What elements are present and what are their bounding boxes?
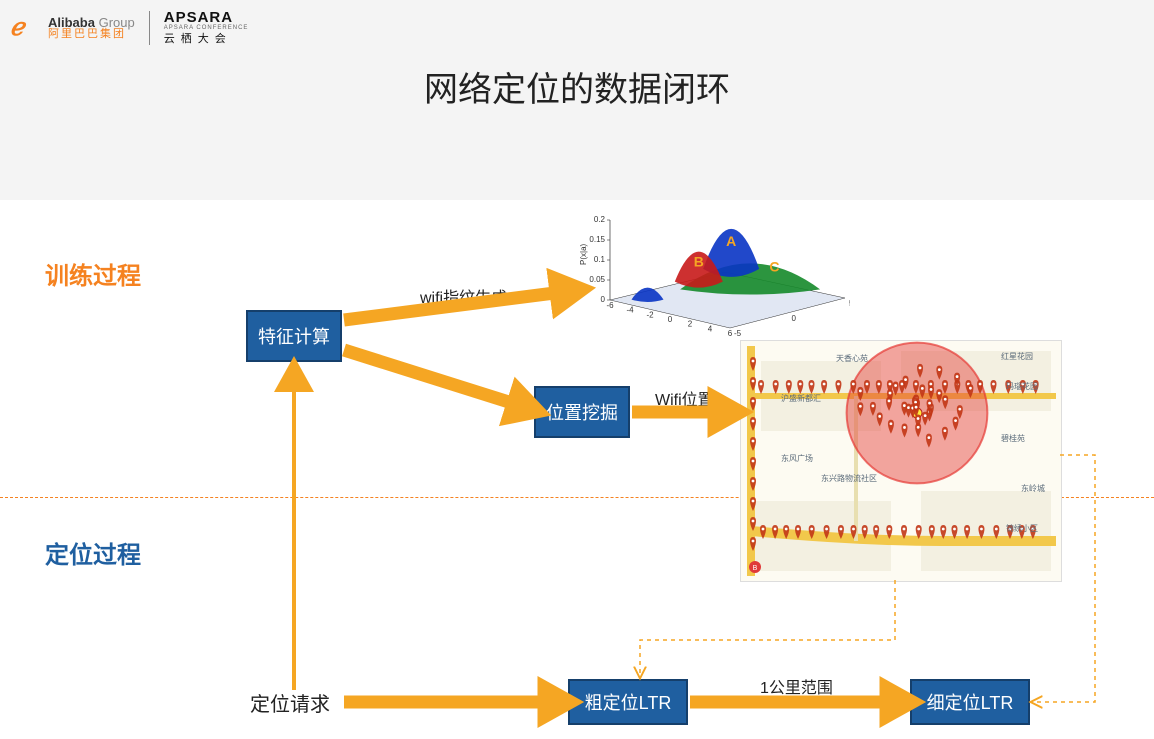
alibaba-logo-cn: 阿里巴巴集团 [48,29,135,40]
svg-text:天香心苑: 天香心苑 [836,353,868,363]
svg-text:5: 5 [849,299,850,308]
svg-text:-2: -2 [646,310,654,319]
node-location-mine: 位置挖掘 [534,386,630,438]
alibaba-smile-icon: ℯ [10,14,42,42]
surface-plot: 0 0.05 0.1 0.15 0.2 P(x|a) -6 -4 -2 0 2 4 6-5 0 5 A B C [580,210,850,338]
svg-text:东风广场: 东风广场 [781,453,813,463]
logo-separator [149,11,150,45]
label-wifi-fingerprint: wifi指纹生成 [420,284,507,308]
svg-text:P(x|a): P(x|a) [580,243,588,265]
node-coarse-ltr: 粗定位LTR [568,679,688,725]
label-one-km-range: 1公里范围 [760,674,833,698]
svg-text:0.1: 0.1 [594,255,606,264]
arrow-map-to-coarse [640,580,895,677]
svg-text:B: B [694,253,704,269]
alibaba-logo: ℯ Alibaba Group 阿里巴巴集团 [10,14,135,42]
svg-text:4: 4 [708,324,713,333]
svg-text:-5: -5 [734,329,742,338]
apsara-logo-cn: 云栖大会 [164,34,249,45]
svg-text:B: B [753,565,758,572]
apsara-logo: APSARA APSARA CONFERENCE 云栖大会 [164,10,249,45]
arrow-feat-to-locmine [344,350,534,410]
svg-text:0: 0 [792,314,797,323]
svg-text:-4: -4 [626,306,634,315]
label-locate-request: 定位请求 [250,688,330,717]
map-thumbnail-svg: 天香心苑 红星花园东风广场东岭城 东兴路物流社区 碧桂苑锦绣小区 沪盛新都汇 玛瑙花园 B [741,341,1061,581]
svg-text:0.2: 0.2 [594,215,606,224]
svg-text:0.05: 0.05 [589,275,605,284]
svg-text:6: 6 [728,329,733,338]
svg-text:红星花园: 红星花园 [1001,351,1033,361]
section-label-locating: 定位过程 [45,535,141,570]
svg-text:C: C [769,258,779,274]
svg-text:玛瑙花园: 玛瑙花园 [1006,381,1038,391]
node-feature-calc: 特征计算 [246,310,342,362]
svg-text:-6: -6 [606,301,614,310]
svg-text:沪盛新都汇: 沪盛新都汇 [781,393,821,403]
surface-plot-svg: 0 0.05 0.1 0.15 0.2 P(x|a) -6 -4 -2 0 2 4 6-5 0 5 A B C [580,210,850,338]
map-thumbnail: 天香心苑 红星花园东风广场东岭城 东兴路物流社区 碧桂苑锦绣小区 沪盛新都汇 玛瑙花园 B [740,340,1062,582]
slide-title: 网络定位的数据闭环 [0,62,1154,111]
apsara-logo-en: APSARA [164,10,249,25]
svg-text:0: 0 [668,315,673,324]
svg-text:0.15: 0.15 [589,235,605,244]
svg-text:0: 0 [601,295,606,304]
svg-text:锦绣小区: 锦绣小区 [1006,523,1038,533]
alibaba-logo-en: Alibaba Group [48,16,135,29]
svg-text:2: 2 [688,320,693,329]
svg-text:东兴路物流社区: 东兴路物流社区 [821,473,877,483]
node-fine-ltr: 细定位LTR [910,679,1030,725]
svg-text:A: A [726,233,736,249]
label-wifi-location: Wifi位置 [655,386,714,410]
logo-group: ℯ Alibaba Group 阿里巴巴集团 APSARA APSARA CON… [10,10,248,45]
svg-text:碧桂苑: 碧桂苑 [1001,433,1025,443]
section-label-training: 训练过程 [45,256,141,291]
svg-text:东岭城: 东岭城 [1021,483,1045,493]
apsara-logo-sub: APSARA CONFERENCE [164,25,249,31]
